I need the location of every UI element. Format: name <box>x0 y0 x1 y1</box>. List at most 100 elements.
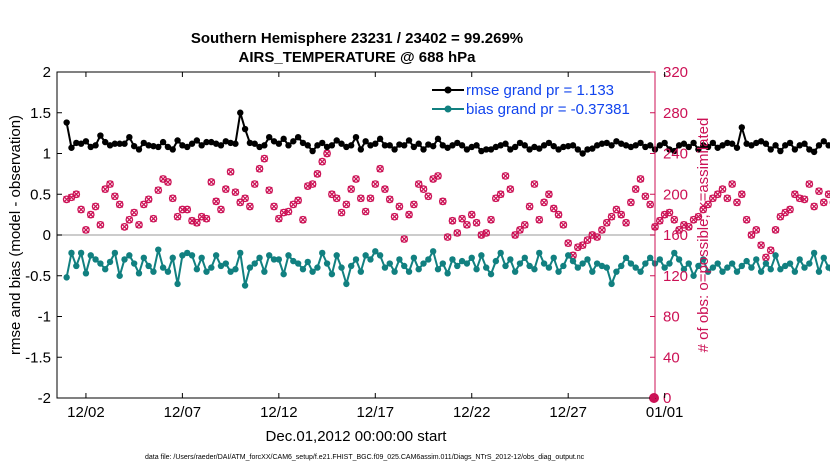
bias-point <box>357 268 365 275</box>
obs-possible-marker <box>819 198 828 207</box>
obs-x-stroke <box>738 190 746 198</box>
rmse-point <box>227 139 234 147</box>
y-right-tick-label: 80 <box>663 309 680 326</box>
bias-point <box>150 268 157 275</box>
obs-assimilated-marker <box>203 215 210 223</box>
rmse-point <box>256 143 263 151</box>
rmse-point <box>319 139 326 147</box>
obs-possible-marker <box>516 226 524 234</box>
rmse-point <box>275 140 283 147</box>
rmse-point <box>246 139 254 147</box>
rmse-point <box>603 139 610 147</box>
bias-point <box>796 256 803 263</box>
obs-x-stroke <box>299 216 307 224</box>
rmse-point <box>536 145 543 152</box>
obs-possible-marker <box>299 215 307 224</box>
obs-x-stroke <box>815 187 823 195</box>
obs-possible-marker <box>631 185 640 194</box>
obs-x-stroke <box>371 180 379 188</box>
bias-point <box>386 260 393 267</box>
rmse-point <box>87 143 94 151</box>
obs-assimilated-marker <box>395 203 403 210</box>
rmse-point <box>810 148 818 156</box>
obs-assimilated-marker <box>598 226 606 234</box>
obs-possible-marker <box>564 239 573 247</box>
rmse-point <box>174 137 181 144</box>
obs-possible-marker <box>154 186 163 195</box>
bias-point <box>362 252 369 259</box>
obs-possible-marker <box>612 205 621 214</box>
obs-x-stroke <box>622 219 630 227</box>
obs-possible-marker <box>173 212 182 221</box>
bias-point <box>304 258 311 266</box>
obs-assimilated-marker <box>405 211 413 219</box>
obs-assimilated-marker <box>762 253 770 261</box>
obs-assimilated-marker <box>207 178 215 186</box>
obs-x-stroke <box>434 172 442 180</box>
obs-x-stroke <box>285 208 292 216</box>
bias-point <box>560 262 567 270</box>
bias-point <box>77 249 85 257</box>
y-tick-label: 2 <box>43 64 51 81</box>
obs-x-stroke <box>733 198 741 206</box>
rmse-point <box>656 142 664 149</box>
obs-x-stroke <box>482 229 490 237</box>
obs-possible-marker <box>125 215 134 224</box>
bias-point <box>217 262 225 270</box>
obs-assimilated-marker <box>72 190 80 198</box>
rmse-point <box>77 140 85 147</box>
obs-assimilated-marker <box>502 172 509 180</box>
rmse-point <box>280 135 287 143</box>
bias-point <box>810 249 818 257</box>
obs-possible-marker <box>602 218 611 227</box>
obs-possible-marker <box>212 197 220 206</box>
bias-point <box>695 262 702 270</box>
obs-x-stroke <box>719 185 726 193</box>
obs-x-stroke <box>318 158 326 166</box>
rmse-point <box>270 138 278 145</box>
bias-point <box>724 264 731 271</box>
bias-point <box>130 260 138 267</box>
obs-possible-marker <box>168 194 177 203</box>
obs-x-stroke <box>820 198 828 206</box>
bias-point <box>135 270 143 277</box>
obs-possible-marker <box>115 200 124 209</box>
rmse-point <box>815 142 823 149</box>
obs-assimilated-marker <box>444 233 452 241</box>
bias-point <box>593 260 601 267</box>
bias-point <box>352 256 360 263</box>
obs-possible-marker <box>443 233 452 241</box>
obs-x-stroke <box>309 180 317 188</box>
rmse-point <box>622 142 630 149</box>
rmse-point <box>347 142 355 149</box>
bias-point <box>429 248 437 255</box>
bias-point <box>425 256 432 263</box>
bias-point <box>401 262 408 270</box>
bias-point <box>709 264 717 271</box>
obs-x-stroke <box>188 217 196 225</box>
bias-point <box>550 254 557 262</box>
bias-point <box>502 262 509 270</box>
obs-assimilated-marker <box>391 213 399 221</box>
obs-possible-marker <box>733 198 741 207</box>
obs-assimilated-marker <box>506 185 514 193</box>
obs-possible-marker <box>96 220 105 229</box>
obs-possible-marker <box>395 202 404 211</box>
bias-point <box>656 256 664 263</box>
obs-x-stroke <box>135 221 143 229</box>
obs-assimilated-marker <box>77 206 85 213</box>
x-axis-label: Dec.01,2012 00:00:00 start <box>266 428 448 445</box>
rmse-point <box>439 142 447 149</box>
rmse-point <box>415 140 422 147</box>
obs-x-stroke <box>362 208 370 216</box>
obs-x-stroke <box>772 226 780 234</box>
bias-point <box>63 274 70 281</box>
rmse-point <box>159 138 167 146</box>
obs-x-stroke <box>743 216 751 224</box>
obs-possible-marker <box>82 226 90 234</box>
bias-point <box>757 268 765 275</box>
bias-point <box>483 264 490 271</box>
obs-possible-marker <box>646 200 655 209</box>
obs-x-stroke <box>82 226 90 234</box>
obs-possible-marker <box>593 233 601 241</box>
